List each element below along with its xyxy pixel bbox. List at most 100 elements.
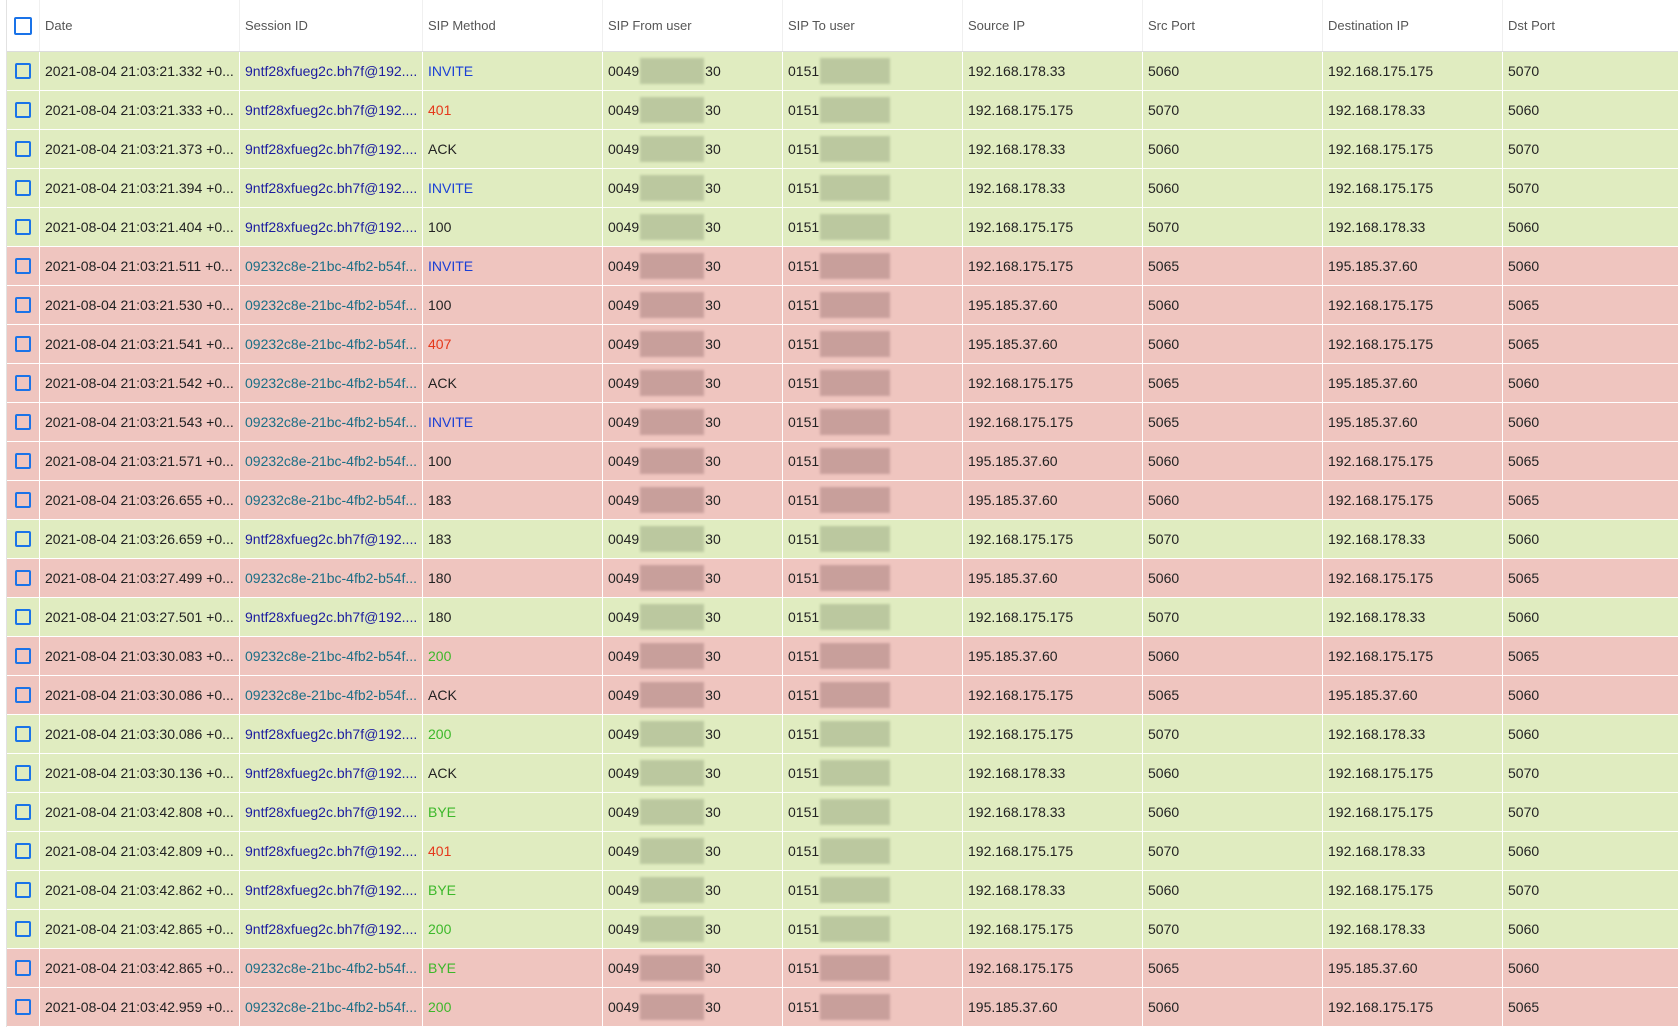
row-select-cell[interactable] (7, 988, 40, 1026)
session-id-cell[interactable]: 09232c8e-21bc-4fb2-b54f... (240, 949, 423, 987)
session-id-link[interactable]: 09232c8e-21bc-4fb2-b54f... (245, 297, 418, 313)
row-select-cell[interactable] (7, 208, 40, 246)
row-select-cell[interactable] (7, 832, 40, 870)
table-row[interactable]: 2021-08-04 21:03:30.136 +0... 9ntf28xfueg… (7, 754, 1678, 793)
row-checkbox-icon[interactable] (15, 375, 31, 391)
row-select-cell[interactable] (7, 949, 40, 987)
session-id-cell[interactable]: 09232c8e-21bc-4fb2-b54f... (240, 676, 423, 714)
row-checkbox-icon[interactable] (15, 765, 31, 781)
session-id-cell[interactable]: 09232c8e-21bc-4fb2-b54f... (240, 286, 423, 324)
session-id-link[interactable]: 09232c8e-21bc-4fb2-b54f... (245, 453, 418, 469)
row-select-cell[interactable] (7, 325, 40, 363)
table-row[interactable]: 2021-08-04 21:03:42.809 +0... 9ntf28xfueg… (7, 832, 1678, 871)
table-row[interactable]: 2021-08-04 21:03:42.865 +0... 09232c8e-21… (7, 949, 1678, 988)
column-header-src-port[interactable]: Src Port (1143, 0, 1323, 51)
session-id-cell[interactable]: 09232c8e-21bc-4fb2-b54f... (240, 988, 423, 1026)
table-row[interactable]: 2021-08-04 21:03:27.501 +0... 9ntf28xfueg… (7, 598, 1678, 637)
column-header-date[interactable]: Date (40, 0, 240, 51)
row-checkbox-icon[interactable] (15, 921, 31, 937)
column-header-session-id[interactable]: Session ID (240, 0, 423, 51)
table-row[interactable]: 2021-08-04 21:03:21.332 +0... 9ntf28xfueg… (7, 52, 1678, 91)
session-id-cell[interactable]: 9ntf28xfueg2c.bh7f@192.... (240, 871, 423, 909)
table-row[interactable]: 2021-08-04 21:03:21.404 +0... 9ntf28xfueg… (7, 208, 1678, 247)
table-row[interactable]: 2021-08-04 21:03:30.086 +0... 09232c8e-21… (7, 676, 1678, 715)
row-select-cell[interactable] (7, 598, 40, 636)
row-select-cell[interactable] (7, 442, 40, 480)
session-id-link[interactable]: 09232c8e-21bc-4fb2-b54f... (245, 258, 418, 274)
session-id-cell[interactable]: 09232c8e-21bc-4fb2-b54f... (240, 637, 423, 675)
session-id-cell[interactable]: 09232c8e-21bc-4fb2-b54f... (240, 403, 423, 441)
session-id-cell[interactable]: 09232c8e-21bc-4fb2-b54f... (240, 325, 423, 363)
session-id-cell[interactable]: 9ntf28xfueg2c.bh7f@192.... (240, 832, 423, 870)
session-id-link[interactable]: 09232c8e-21bc-4fb2-b54f... (245, 687, 418, 703)
session-id-link[interactable]: 9ntf28xfueg2c.bh7f@192.... (245, 141, 418, 157)
row-checkbox-icon[interactable] (15, 843, 31, 859)
session-id-cell[interactable]: 9ntf28xfueg2c.bh7f@192.... (240, 754, 423, 792)
session-id-cell[interactable]: 9ntf28xfueg2c.bh7f@192.... (240, 910, 423, 948)
row-checkbox-icon[interactable] (15, 570, 31, 586)
row-select-cell[interactable] (7, 364, 40, 402)
row-checkbox-icon[interactable] (15, 726, 31, 742)
column-header-sip-from-user[interactable]: SIP From user (603, 0, 783, 51)
select-all-checkbox-icon[interactable] (14, 16, 32, 35)
row-select-cell[interactable] (7, 793, 40, 831)
column-header-source-ip[interactable]: Source IP (963, 0, 1143, 51)
row-select-cell[interactable] (7, 52, 40, 90)
row-checkbox-icon[interactable] (15, 63, 31, 79)
session-id-cell[interactable]: 9ntf28xfueg2c.bh7f@192.... (240, 208, 423, 246)
session-id-cell[interactable]: 09232c8e-21bc-4fb2-b54f... (240, 442, 423, 480)
row-checkbox-icon[interactable] (15, 609, 31, 625)
row-checkbox-icon[interactable] (15, 453, 31, 469)
row-checkbox-icon[interactable] (15, 804, 31, 820)
table-row[interactable]: 2021-08-04 21:03:26.655 +0... 09232c8e-21… (7, 481, 1678, 520)
row-select-cell[interactable] (7, 286, 40, 324)
row-select-cell[interactable] (7, 91, 40, 129)
session-id-link[interactable]: 9ntf28xfueg2c.bh7f@192.... (245, 921, 418, 937)
table-row[interactable]: 2021-08-04 21:03:21.530 +0... 09232c8e-21… (7, 286, 1678, 325)
row-checkbox-icon[interactable] (15, 531, 31, 547)
session-id-cell[interactable]: 9ntf28xfueg2c.bh7f@192.... (240, 793, 423, 831)
column-header-sip-method[interactable]: SIP Method (423, 0, 603, 51)
row-select-cell[interactable] (7, 910, 40, 948)
session-id-cell[interactable]: 09232c8e-21bc-4fb2-b54f... (240, 364, 423, 402)
table-row[interactable]: 2021-08-04 21:03:30.083 +0... 09232c8e-21… (7, 637, 1678, 676)
row-select-cell[interactable] (7, 676, 40, 714)
session-id-link[interactable]: 9ntf28xfueg2c.bh7f@192.... (245, 180, 418, 196)
row-select-cell[interactable] (7, 871, 40, 909)
session-id-link[interactable]: 09232c8e-21bc-4fb2-b54f... (245, 336, 418, 352)
row-checkbox-icon[interactable] (15, 414, 31, 430)
table-row[interactable]: 2021-08-04 21:03:42.862 +0... 9ntf28xfueg… (7, 871, 1678, 910)
session-id-cell[interactable]: 9ntf28xfueg2c.bh7f@192.... (240, 169, 423, 207)
row-checkbox-icon[interactable] (15, 882, 31, 898)
session-id-link[interactable]: 9ntf28xfueg2c.bh7f@192.... (245, 609, 418, 625)
row-select-cell[interactable] (7, 715, 40, 753)
session-id-link[interactable]: 9ntf28xfueg2c.bh7f@192.... (245, 102, 418, 118)
session-id-cell[interactable]: 9ntf28xfueg2c.bh7f@192.... (240, 52, 423, 90)
session-id-link[interactable]: 09232c8e-21bc-4fb2-b54f... (245, 960, 418, 976)
column-header-dst-port[interactable]: Dst Port (1503, 0, 1678, 51)
row-checkbox-icon[interactable] (15, 648, 31, 664)
row-checkbox-icon[interactable] (15, 180, 31, 196)
row-checkbox-icon[interactable] (15, 960, 31, 976)
session-id-link[interactable]: 09232c8e-21bc-4fb2-b54f... (245, 375, 418, 391)
row-checkbox-icon[interactable] (15, 258, 31, 274)
row-select-cell[interactable] (7, 169, 40, 207)
session-id-link[interactable]: 9ntf28xfueg2c.bh7f@192.... (245, 63, 418, 79)
row-checkbox-icon[interactable] (15, 102, 31, 118)
session-id-cell[interactable]: 9ntf28xfueg2c.bh7f@192.... (240, 130, 423, 168)
table-row[interactable]: 2021-08-04 21:03:26.659 +0... 9ntf28xfueg… (7, 520, 1678, 559)
row-checkbox-icon[interactable] (15, 219, 31, 235)
session-id-cell[interactable]: 9ntf28xfueg2c.bh7f@192.... (240, 598, 423, 636)
column-header-sip-to-user[interactable]: SIP To user (783, 0, 963, 51)
table-row[interactable]: 2021-08-04 21:03:21.373 +0... 9ntf28xfueg… (7, 130, 1678, 169)
session-id-link[interactable]: 9ntf28xfueg2c.bh7f@192.... (245, 882, 418, 898)
session-id-cell[interactable]: 09232c8e-21bc-4fb2-b54f... (240, 247, 423, 285)
session-id-link[interactable]: 09232c8e-21bc-4fb2-b54f... (245, 492, 418, 508)
session-id-link[interactable]: 9ntf28xfueg2c.bh7f@192.... (245, 843, 418, 859)
table-row[interactable]: 2021-08-04 21:03:21.541 +0... 09232c8e-21… (7, 325, 1678, 364)
row-checkbox-icon[interactable] (15, 492, 31, 508)
row-select-cell[interactable] (7, 247, 40, 285)
table-row[interactable]: 2021-08-04 21:03:42.808 +0... 9ntf28xfueg… (7, 793, 1678, 832)
session-id-cell[interactable]: 9ntf28xfueg2c.bh7f@192.... (240, 520, 423, 558)
row-checkbox-icon[interactable] (15, 687, 31, 703)
